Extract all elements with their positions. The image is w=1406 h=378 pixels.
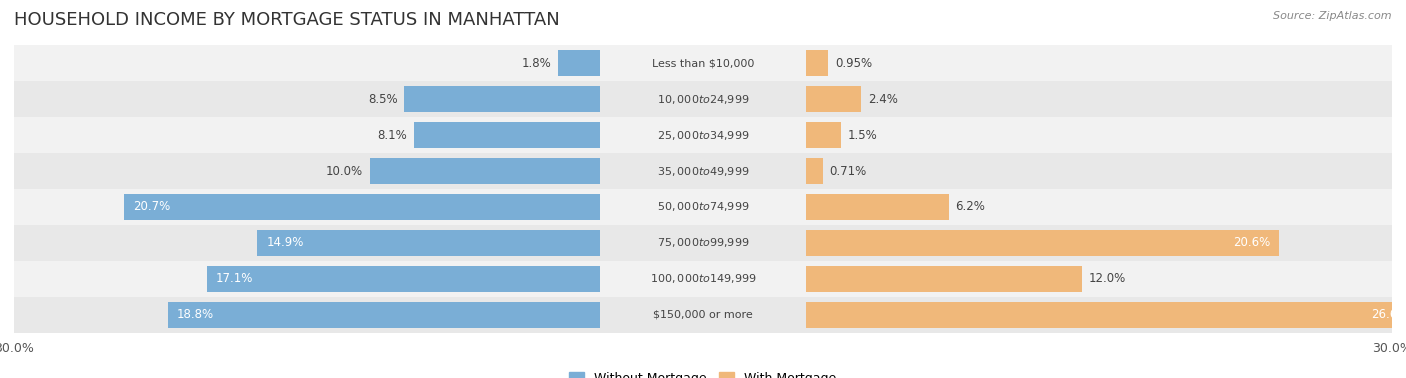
Text: $50,000 to $74,999: $50,000 to $74,999 xyxy=(657,200,749,214)
Text: 2.4%: 2.4% xyxy=(869,93,898,106)
Bar xyxy=(14,81,1392,117)
Text: 1.8%: 1.8% xyxy=(522,57,551,70)
Bar xyxy=(413,122,599,148)
Text: HOUSEHOLD INCOME BY MORTGAGE STATUS IN MANHATTAN: HOUSEHOLD INCOME BY MORTGAGE STATUS IN M… xyxy=(14,11,560,29)
Text: Less than $10,000: Less than $10,000 xyxy=(652,58,754,68)
Bar xyxy=(14,117,1392,153)
Text: $100,000 to $149,999: $100,000 to $149,999 xyxy=(650,272,756,285)
Text: 20.7%: 20.7% xyxy=(134,200,170,214)
Text: 1.5%: 1.5% xyxy=(848,129,877,142)
Bar xyxy=(807,158,823,184)
Text: Source: ZipAtlas.com: Source: ZipAtlas.com xyxy=(1274,11,1392,21)
Bar xyxy=(14,189,1392,225)
Bar xyxy=(14,297,1392,333)
Bar xyxy=(807,194,949,220)
Bar xyxy=(257,230,599,256)
Text: 0.71%: 0.71% xyxy=(830,164,866,178)
Text: 17.1%: 17.1% xyxy=(217,272,253,285)
Text: $35,000 to $49,999: $35,000 to $49,999 xyxy=(657,164,749,178)
Bar xyxy=(14,225,1392,261)
Legend: Without Mortgage, With Mortgage: Without Mortgage, With Mortgage xyxy=(564,367,842,378)
Text: 12.0%: 12.0% xyxy=(1088,272,1126,285)
Bar xyxy=(370,158,599,184)
Bar xyxy=(807,302,1406,328)
Bar xyxy=(807,50,828,76)
Bar xyxy=(14,45,1392,81)
Text: $75,000 to $99,999: $75,000 to $99,999 xyxy=(657,236,749,249)
Text: $150,000 or more: $150,000 or more xyxy=(654,310,752,320)
Bar xyxy=(124,194,599,220)
Text: 6.2%: 6.2% xyxy=(956,200,986,214)
Bar xyxy=(207,266,599,292)
Bar xyxy=(558,50,599,76)
Bar xyxy=(14,153,1392,189)
Bar xyxy=(807,122,841,148)
Text: 0.95%: 0.95% xyxy=(835,57,872,70)
Text: 14.9%: 14.9% xyxy=(267,236,304,249)
Bar xyxy=(807,230,1279,256)
Text: $25,000 to $34,999: $25,000 to $34,999 xyxy=(657,129,749,142)
Bar xyxy=(807,86,862,112)
Text: 10.0%: 10.0% xyxy=(326,164,363,178)
Bar xyxy=(167,302,599,328)
Bar xyxy=(14,261,1392,297)
Text: 8.1%: 8.1% xyxy=(377,129,406,142)
Text: 8.5%: 8.5% xyxy=(368,93,398,106)
Bar xyxy=(807,266,1083,292)
Text: 26.6%: 26.6% xyxy=(1371,308,1406,321)
Text: 18.8%: 18.8% xyxy=(177,308,214,321)
Text: 20.6%: 20.6% xyxy=(1233,236,1270,249)
Text: $10,000 to $24,999: $10,000 to $24,999 xyxy=(657,93,749,106)
Bar xyxy=(405,86,599,112)
